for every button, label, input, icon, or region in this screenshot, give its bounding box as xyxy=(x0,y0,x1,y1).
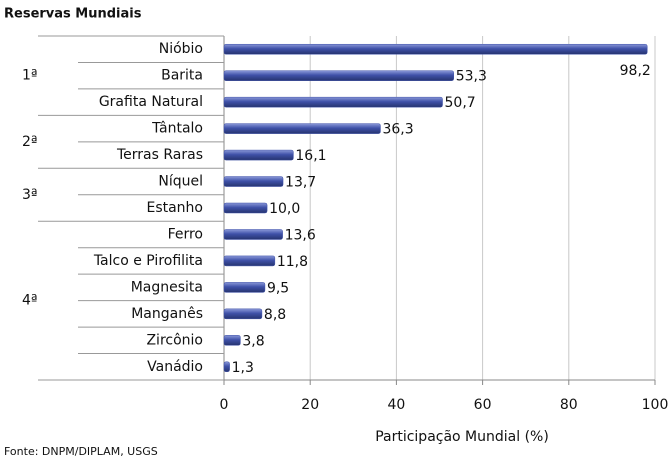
y-tick-label: Ferro xyxy=(168,226,203,242)
value-label: 3,8 xyxy=(242,333,264,349)
x-tick-label: 0 xyxy=(220,397,229,413)
value-label: 36,3 xyxy=(382,122,413,138)
chart-title: Reservas Mundiais xyxy=(4,7,142,22)
bar xyxy=(223,282,266,293)
bar xyxy=(223,123,381,134)
value-label: 98,2 xyxy=(620,63,651,79)
bar xyxy=(223,308,263,320)
y-tick-label: Zircônio xyxy=(146,332,203,348)
x-tick-label: 60 xyxy=(474,397,492,413)
bar xyxy=(223,335,241,346)
value-label: 8,8 xyxy=(264,307,286,323)
x-tick-label: 100 xyxy=(642,397,669,413)
bar xyxy=(223,43,648,55)
x-axis-title: Participação Mundial (%) xyxy=(375,429,549,445)
rank-label: 3ª xyxy=(22,187,38,203)
y-tick-label: Magnesita xyxy=(131,279,203,295)
rank-label: 1ª xyxy=(22,68,38,84)
value-label: 13,6 xyxy=(285,227,316,243)
value-label: 53,3 xyxy=(456,69,487,85)
value-label: 13,7 xyxy=(285,175,316,191)
source-note: Fonte: DNPM/DIPLAM, USGS xyxy=(4,445,158,457)
value-label: 9,5 xyxy=(267,280,289,296)
x-tick-label: 20 xyxy=(301,397,319,413)
bar xyxy=(223,229,283,240)
value-label: 11,8 xyxy=(277,254,308,270)
y-tick-label: Talco e Pirofilita xyxy=(93,253,203,269)
y-tick-label: Grafita Natural xyxy=(99,94,203,110)
y-tick-label: Nióbio xyxy=(159,41,203,57)
y-tick-label: Terras Raras xyxy=(116,147,203,163)
x-tick-label: 80 xyxy=(560,397,578,413)
value-label: 10,0 xyxy=(269,201,300,217)
bar xyxy=(223,176,284,187)
y-tick-label: Estanho xyxy=(146,200,203,216)
y-tick-label: Manganês xyxy=(131,306,203,322)
bar xyxy=(223,96,443,108)
bar xyxy=(223,149,294,161)
bar xyxy=(223,70,454,81)
rank-label: 2ª xyxy=(22,134,38,150)
y-tick-label: Barita xyxy=(161,68,203,84)
bar xyxy=(223,202,268,214)
bar xyxy=(223,255,276,267)
bar xyxy=(223,361,230,373)
rank-label: 4ª xyxy=(22,293,38,309)
y-tick-label: Vanádio xyxy=(147,359,203,375)
value-label: 1,3 xyxy=(232,360,254,376)
y-tick-label: Níquel xyxy=(158,174,203,190)
x-tick-label: 40 xyxy=(387,397,405,413)
value-label: 50,7 xyxy=(445,95,476,111)
value-label: 16,1 xyxy=(295,148,326,164)
y-tick-label: Tântalo xyxy=(151,121,203,137)
